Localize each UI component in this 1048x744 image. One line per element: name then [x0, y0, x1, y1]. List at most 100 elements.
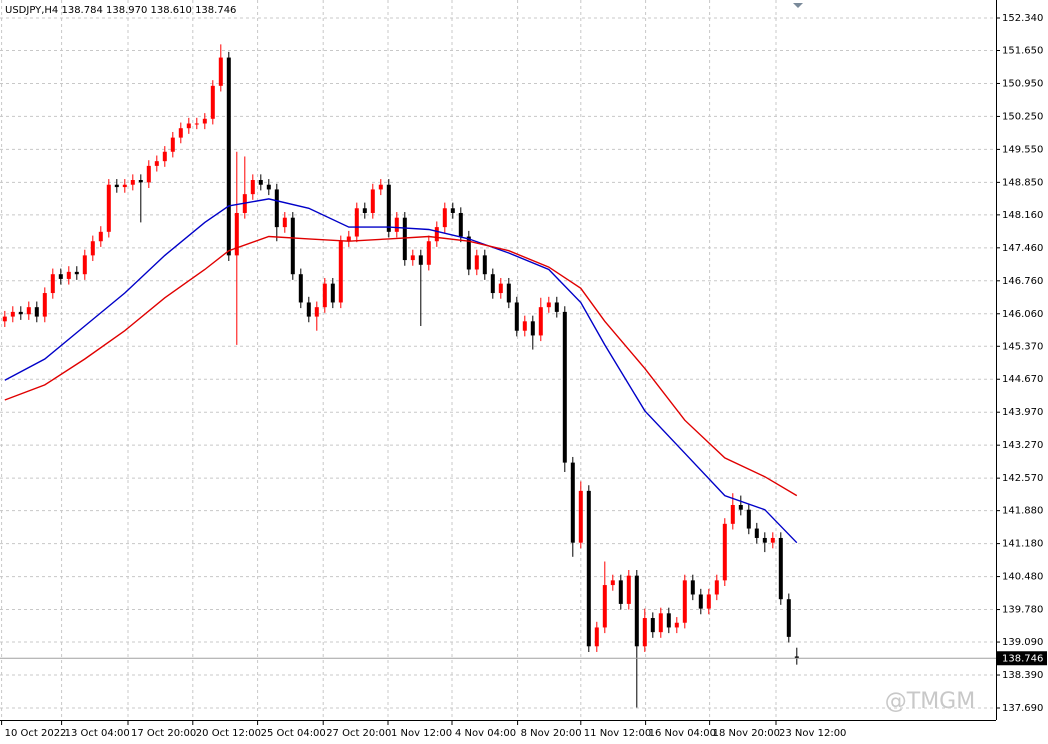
candle-body — [522, 321, 527, 331]
y-tick-label: 141.880 — [1002, 506, 1043, 517]
candle-body — [194, 123, 199, 125]
candle-body — [674, 622, 679, 628]
x-tick-label: 25 Oct 04:00 — [261, 728, 326, 739]
candle-body — [282, 217, 287, 228]
candle-body — [730, 504, 735, 524]
candle-body — [778, 537, 783, 600]
candle-body — [682, 580, 687, 623]
y-tick-label: 137.690 — [1002, 703, 1043, 714]
candle-body — [498, 283, 503, 294]
candle-body — [378, 184, 383, 190]
y-tick-label: 148.160 — [1002, 210, 1043, 221]
candle-body — [602, 585, 607, 628]
x-tick-label: 8 Nov 20:00 — [521, 728, 582, 739]
candle-body — [234, 212, 239, 256]
y-tick-label: 150.250 — [1002, 111, 1043, 122]
candle-body — [418, 255, 423, 265]
y-tick-label: 150.950 — [1002, 78, 1043, 89]
candle-body — [130, 180, 135, 185]
candle-body — [354, 208, 359, 237]
candle-body — [746, 509, 751, 529]
y-tick-label: 144.670 — [1002, 374, 1043, 385]
x-tick-label: 1 Nov 12:00 — [391, 728, 452, 739]
y-tick-label: 140.480 — [1002, 572, 1043, 583]
candle-body — [690, 580, 695, 595]
candle-body — [290, 217, 295, 275]
candle-body — [706, 594, 711, 609]
candle-body — [386, 184, 391, 232]
y-tick-label: 143.970 — [1002, 407, 1043, 418]
candle-body — [98, 231, 103, 242]
candle-body — [162, 151, 167, 162]
candle-body — [18, 311, 23, 315]
candle-body — [714, 580, 719, 595]
candle-body — [50, 274, 55, 294]
candle-body — [538, 307, 543, 336]
candle-body — [458, 212, 463, 237]
candle-body — [138, 180, 143, 183]
candle-body — [466, 236, 471, 270]
candle-body — [514, 302, 519, 331]
x-tick-label: 27 Oct 20:00 — [326, 728, 391, 739]
candle-body — [346, 236, 351, 242]
y-tick-label: 145.370 — [1002, 341, 1043, 352]
current-price-box — [997, 651, 1047, 666]
candle-body — [442, 208, 447, 228]
y-tick-label: 151.650 — [1002, 45, 1043, 56]
x-tick-label: 11 Nov 12:00 — [584, 728, 651, 739]
x-tick-label: 13 Oct 04:00 — [65, 728, 130, 739]
candle-body — [42, 293, 47, 317]
candle-body — [530, 321, 535, 336]
candle-body — [82, 255, 87, 275]
candle-body — [626, 575, 631, 604]
candle-body — [170, 137, 175, 152]
candle-body — [426, 241, 431, 265]
x-tick-label: 16 Nov 04:00 — [649, 728, 716, 739]
x-tick-label: 23 Nov 12:00 — [779, 728, 846, 739]
candle-body — [338, 241, 343, 303]
y-tick-label: 139.780 — [1002, 605, 1043, 616]
x-tick-label: 10 Oct 2022 — [5, 728, 67, 739]
candle-body — [26, 307, 31, 315]
candle-body — [554, 302, 559, 312]
candle-body — [578, 490, 583, 543]
candle-body — [546, 302, 551, 308]
candle-body — [34, 307, 39, 317]
candle-body — [74, 271, 79, 275]
candle-body — [450, 208, 455, 213]
candle-body — [154, 161, 159, 166]
candle-body — [754, 528, 759, 538]
candle-body — [770, 537, 775, 543]
candle-body — [250, 180, 255, 195]
candle-body — [474, 255, 479, 270]
y-tick-label: 141.180 — [1002, 539, 1043, 550]
candle-body — [618, 580, 623, 604]
candle-body — [370, 189, 375, 213]
candle-body — [274, 189, 279, 228]
candle-body — [794, 656, 799, 659]
candle-body — [658, 613, 663, 633]
candle-body — [570, 462, 575, 543]
candle-body — [218, 57, 223, 86]
candle-body — [738, 504, 743, 510]
candle-body — [122, 184, 127, 188]
x-tick-label: 17 Oct 20:00 — [131, 728, 196, 739]
candle-body — [610, 580, 615, 586]
candle-body — [66, 271, 71, 279]
moving-average — [4, 235, 798, 497]
candle-body — [634, 575, 639, 647]
grid-group — [0, 0, 996, 720]
candle-body — [202, 118, 207, 124]
candle-body — [210, 85, 215, 119]
y-tick-label: 152.340 — [1002, 13, 1043, 24]
moving-average — [4, 198, 798, 544]
y-tick-label: 146.060 — [1002, 309, 1043, 320]
candle-body — [186, 123, 191, 129]
y-tick-label: 138.390 — [1002, 670, 1043, 681]
candle-body — [402, 217, 407, 261]
candle-body — [594, 627, 599, 647]
candle-body — [394, 217, 399, 232]
